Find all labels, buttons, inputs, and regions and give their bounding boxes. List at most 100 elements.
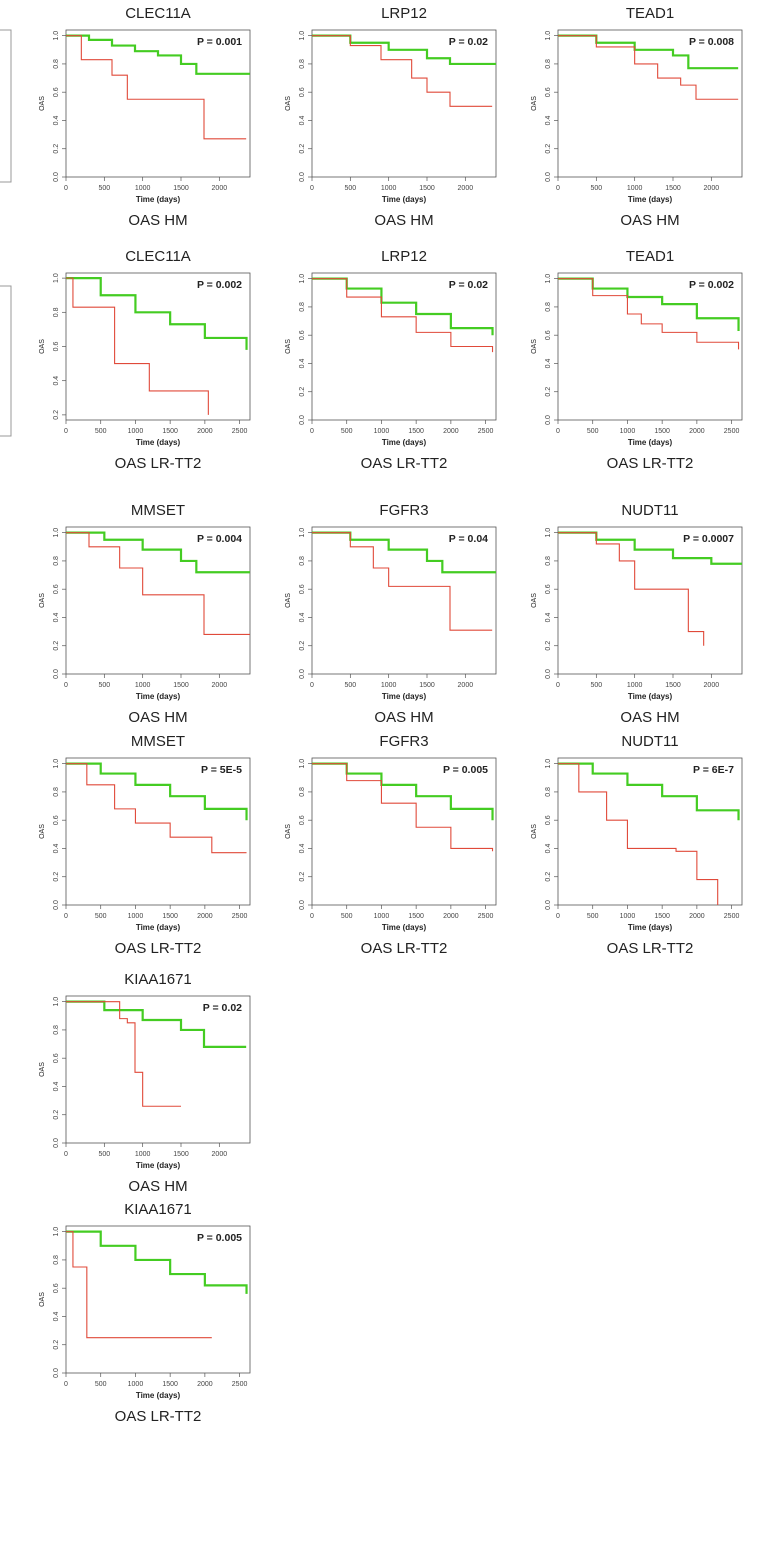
y-tick-label: 0.0 xyxy=(53,1368,60,1378)
x-tick-label: 0 xyxy=(310,682,314,689)
cropped-legend xyxy=(0,285,12,437)
x-tick-label: 1000 xyxy=(135,185,151,192)
x-axis-label: Time (days) xyxy=(628,923,673,932)
survival-curve xyxy=(312,763,494,852)
y-tick-label: 0.4 xyxy=(53,376,60,386)
x-tick-label: 2500 xyxy=(478,428,494,435)
x-tick-label: 2500 xyxy=(478,913,494,920)
cropped-legend xyxy=(0,29,12,183)
chart-title: LRP12 xyxy=(381,248,427,265)
x-tick-label: 500 xyxy=(95,428,107,435)
y-tick-label: 0.6 xyxy=(545,815,552,825)
y-tick-label: 0.2 xyxy=(299,387,306,397)
chart-subtitle: OAS HM xyxy=(128,1178,187,1195)
plot-frame xyxy=(65,29,251,178)
y-tick-label: 0.8 xyxy=(299,302,306,312)
x-tick-label: 500 xyxy=(98,682,110,689)
x-tick-label: 1500 xyxy=(654,913,670,920)
x-axis-label: Time (days) xyxy=(136,1161,181,1170)
p-value: P = 0.002 xyxy=(197,279,242,291)
survival-curve xyxy=(312,278,494,353)
x-axis-label: Time (days) xyxy=(382,692,427,701)
x-tick-label: 2000 xyxy=(197,913,213,920)
y-axis-label: OAS xyxy=(531,824,538,839)
x-tick-label: 1000 xyxy=(374,428,390,435)
x-tick-label: 1000 xyxy=(128,428,144,435)
x-axis-label: Time (days) xyxy=(628,438,673,447)
y-tick-label: 1.0 xyxy=(545,528,552,538)
y-axis-label: OAS xyxy=(531,593,538,608)
x-tick-label: 0 xyxy=(310,913,314,920)
y-tick-label: 0.2 xyxy=(545,641,552,651)
chart-title: CLEC11A xyxy=(125,248,191,265)
x-axis-label: Time (days) xyxy=(136,1391,181,1400)
y-tick-label: 0.8 xyxy=(53,1025,60,1035)
y-tick-label: 0.8 xyxy=(53,1255,60,1265)
x-tick-label: 2500 xyxy=(232,428,248,435)
y-tick-label: 1.0 xyxy=(545,274,552,284)
chart-title: KIAA1671 xyxy=(124,971,192,988)
y-tick-label: 1.0 xyxy=(299,31,306,41)
chart-subtitle: OAS LR-TT2 xyxy=(115,940,202,957)
survival-curve xyxy=(558,35,739,100)
y-tick-label: 1.0 xyxy=(53,997,60,1007)
plot-frame xyxy=(311,526,497,675)
x-axis-label: Time (days) xyxy=(628,692,673,701)
p-value: P = 0.008 xyxy=(689,36,734,48)
survival-curve xyxy=(66,277,248,350)
y-axis-label: OAS xyxy=(285,339,292,354)
chart-subtitle: OAS LR-TT2 xyxy=(115,455,202,472)
x-tick-label: 2500 xyxy=(724,428,740,435)
y-tick-label: 0.8 xyxy=(53,59,60,69)
x-tick-label: 2500 xyxy=(232,913,248,920)
x-tick-label: 2000 xyxy=(704,185,720,192)
y-tick-label: 1.0 xyxy=(545,31,552,41)
y-tick-label: 0.6 xyxy=(545,330,552,340)
plot-frame xyxy=(65,1225,251,1374)
x-axis-label: Time (days) xyxy=(382,923,427,932)
y-tick-label: 0.6 xyxy=(53,342,60,352)
survival-curve xyxy=(558,532,705,646)
chart-title: NUDT11 xyxy=(621,733,678,750)
x-tick-label: 500 xyxy=(341,428,353,435)
y-axis-label: OAS xyxy=(39,96,46,111)
x-tick-label: 2000 xyxy=(212,185,228,192)
x-tick-label: 500 xyxy=(98,1151,110,1158)
p-value: P = 0.004 xyxy=(197,533,242,545)
y-tick-label: 0.0 xyxy=(53,1138,60,1148)
p-value: P = 0.005 xyxy=(197,1232,242,1244)
p-value: P = 6E-7 xyxy=(693,764,734,776)
survival-curve xyxy=(66,532,250,635)
y-tick-label: 0.2 xyxy=(53,144,60,154)
x-tick-label: 1000 xyxy=(381,185,397,192)
p-value: P = 0.001 xyxy=(197,36,242,48)
x-tick-label: 2000 xyxy=(704,682,720,689)
survival-curve xyxy=(66,34,250,75)
x-tick-label: 1000 xyxy=(627,185,643,192)
x-tick-label: 2500 xyxy=(724,913,740,920)
y-tick-label: 0.4 xyxy=(53,1081,60,1091)
survival-curve xyxy=(558,278,740,350)
y-axis-label: OAS xyxy=(285,593,292,608)
x-tick-label: 1500 xyxy=(173,1151,189,1158)
y-axis-label: OAS xyxy=(285,96,292,111)
y-tick-label: 0.8 xyxy=(545,556,552,566)
y-tick-label: 0.4 xyxy=(299,612,306,622)
x-tick-label: 500 xyxy=(587,428,599,435)
y-axis-label: OAS xyxy=(39,1292,46,1307)
y-tick-label: 0.0 xyxy=(53,669,60,679)
x-tick-label: 1500 xyxy=(162,428,178,435)
x-tick-label: 0 xyxy=(556,428,560,435)
x-tick-label: 2000 xyxy=(689,913,705,920)
chart-title: TEAD1 xyxy=(626,5,674,22)
plot-frame xyxy=(311,757,497,906)
y-tick-label: 0.8 xyxy=(545,59,552,69)
plot-frame xyxy=(65,757,251,906)
x-tick-label: 0 xyxy=(556,682,560,689)
y-tick-label: 0.2 xyxy=(299,872,306,882)
x-tick-label: 500 xyxy=(344,185,356,192)
y-tick-label: 0.6 xyxy=(545,87,552,97)
y-axis-label: OAS xyxy=(531,339,538,354)
y-tick-label: 0.0 xyxy=(299,415,306,425)
